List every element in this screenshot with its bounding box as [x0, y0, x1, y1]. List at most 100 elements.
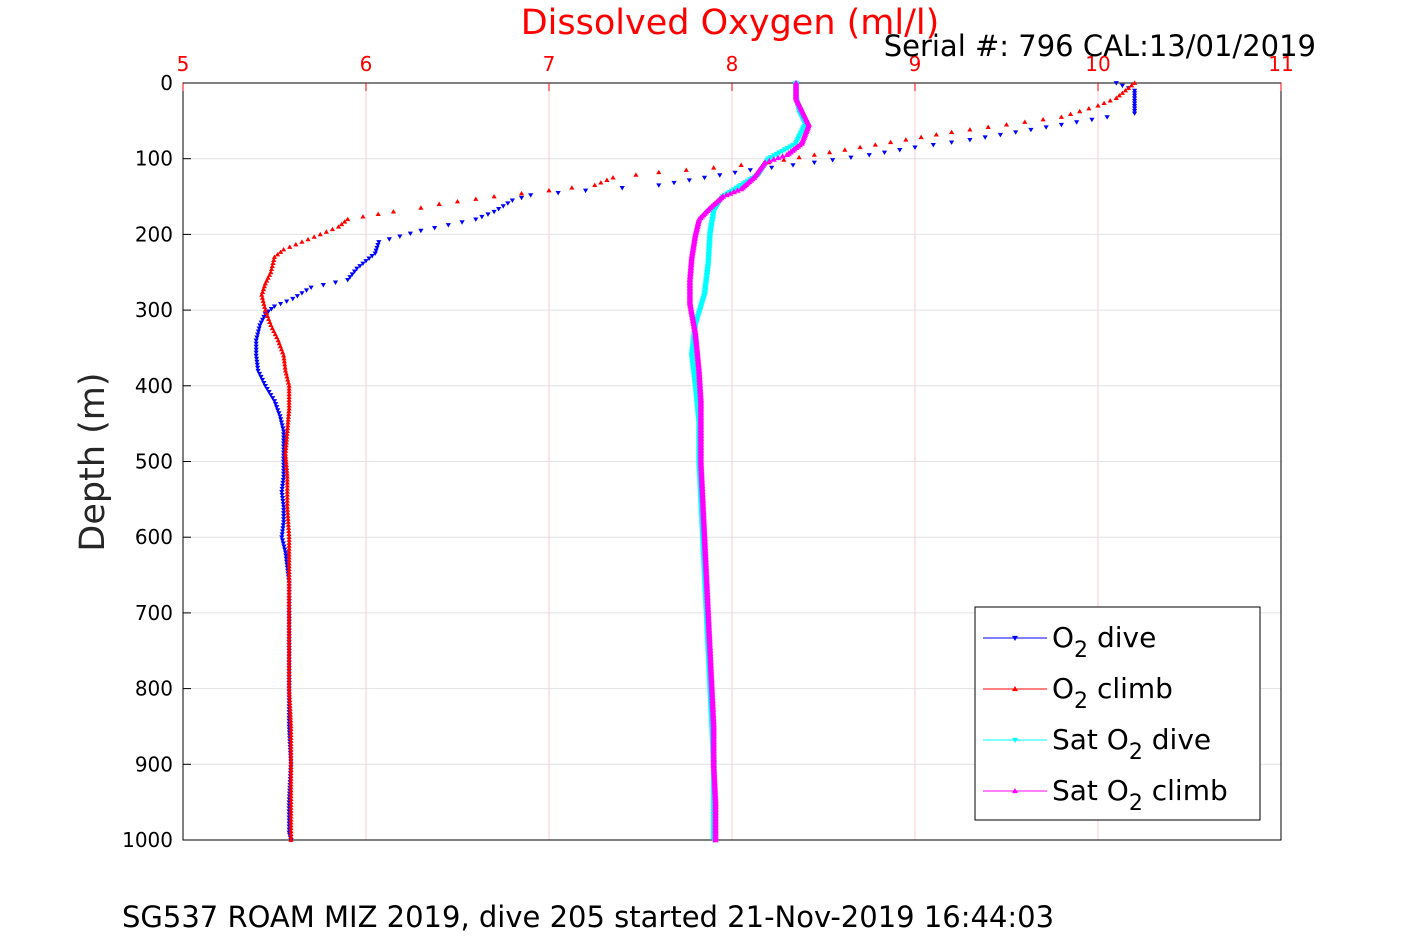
data-point [281, 517, 287, 522]
data-point [274, 251, 281, 257]
data-point [288, 761, 294, 767]
data-point [288, 741, 294, 746]
data-point [253, 344, 259, 350]
data-point [982, 135, 988, 140]
data-point [262, 304, 268, 309]
data-point [288, 793, 294, 799]
data-point [285, 414, 292, 419]
data-point [1101, 100, 1107, 106]
data-point [275, 408, 281, 413]
data-point [323, 229, 329, 234]
data-point [284, 428, 290, 434]
data-point [1119, 83, 1125, 89]
data-point [262, 307, 268, 312]
data-point [258, 320, 264, 326]
data-point [283, 553, 289, 558]
data-point [288, 750, 294, 755]
data-point [288, 764, 294, 770]
data-point [918, 134, 924, 140]
data-point [376, 240, 382, 245]
x-tick-label: 7 [543, 52, 556, 76]
data-point [770, 153, 778, 159]
data-point [569, 185, 575, 190]
data-point [286, 543, 292, 548]
data-point [286, 680, 292, 685]
data-point [288, 729, 294, 735]
data-point [270, 260, 276, 265]
data-point [280, 502, 286, 507]
data-point [730, 188, 738, 195]
data-point [279, 486, 285, 492]
data-point [360, 261, 366, 267]
data-point [281, 429, 287, 434]
data-point [360, 214, 366, 219]
data-point [279, 529, 286, 534]
data-point [286, 645, 292, 650]
data-point [253, 347, 259, 353]
data-point [274, 405, 280, 410]
data-point [280, 526, 286, 531]
data-point [276, 411, 282, 416]
legend-label: Sat O2 climb [1052, 774, 1228, 816]
data-point [496, 207, 502, 212]
data-point [260, 286, 267, 292]
data-point [260, 289, 266, 294]
data-point [288, 735, 294, 740]
data-point [386, 237, 392, 242]
data-point [287, 697, 293, 703]
data-point [830, 158, 836, 163]
data-point [284, 480, 290, 485]
data-point [1132, 88, 1138, 94]
data-point [286, 691, 293, 697]
data-point [1067, 111, 1074, 117]
data-point [284, 495, 290, 500]
data-point [286, 400, 292, 405]
data-point [1058, 114, 1064, 119]
data-point [286, 540, 292, 545]
data-point [284, 299, 290, 304]
data-point [738, 162, 744, 167]
data-point [342, 219, 348, 224]
data-point [286, 537, 292, 542]
data-point [280, 523, 286, 528]
data-point [881, 150, 888, 155]
data-point [284, 465, 290, 470]
data-point [1086, 105, 1092, 111]
y-tick-label: 700 [135, 601, 173, 625]
data-point [286, 595, 292, 601]
data-point [279, 532, 285, 537]
data-point [888, 139, 894, 145]
legend-item: Sat O2 dive [983, 723, 1211, 765]
data-point [285, 380, 292, 385]
data-point [286, 627, 292, 633]
data-point [787, 144, 794, 150]
series-sat-o2-climb [686, 79, 813, 843]
data-point [732, 170, 738, 176]
data-point [254, 335, 260, 340]
data-point [287, 244, 293, 249]
data-point [339, 221, 345, 227]
data-point [903, 137, 909, 142]
y-tick-label: 900 [135, 752, 173, 776]
data-point [436, 201, 442, 206]
data-point [288, 802, 294, 807]
data-point [933, 132, 939, 137]
data-point [255, 368, 261, 374]
data-point [284, 434, 290, 439]
data-point [285, 510, 291, 515]
data-point [776, 150, 783, 156]
data-point [285, 519, 291, 524]
data-point [286, 659, 292, 665]
data-point [288, 755, 294, 761]
data-point [286, 624, 292, 630]
data-point [445, 223, 451, 228]
data-point [734, 187, 741, 193]
data-point [459, 220, 465, 225]
data-point [288, 776, 294, 781]
data-point [281, 544, 287, 549]
data-point [256, 326, 262, 331]
data-point [335, 224, 342, 229]
data-point [432, 225, 438, 231]
series-layer [253, 79, 1138, 844]
data-point [278, 301, 284, 307]
